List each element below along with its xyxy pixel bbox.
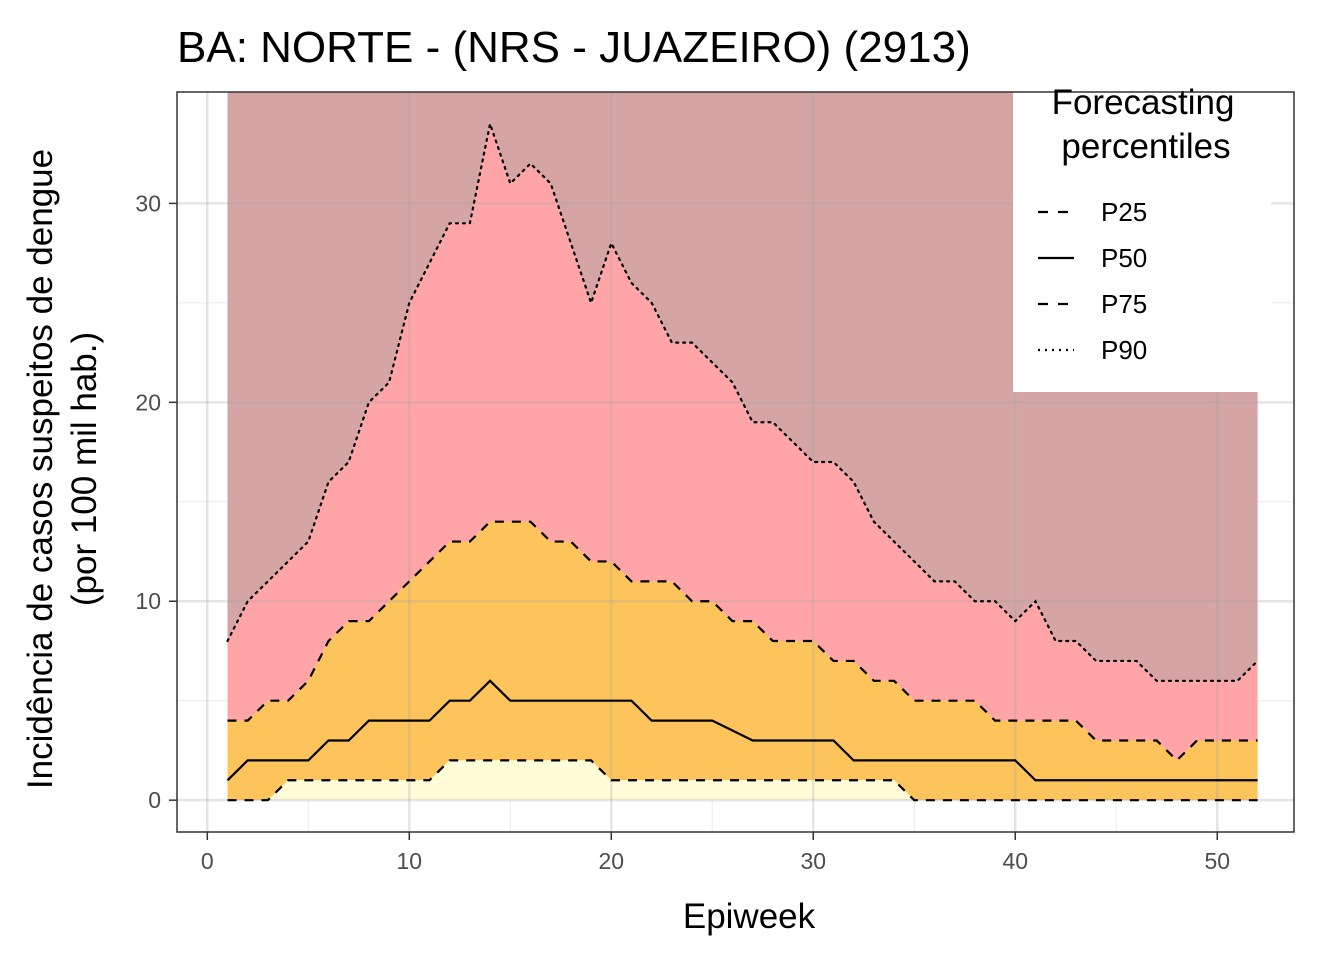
legend-label-p75: P75 [1101, 289, 1147, 319]
forecast-bands [227, 92, 1258, 801]
legend-label-p25: P25 [1101, 197, 1147, 227]
x-tick-label: 10 [396, 848, 422, 874]
x-tick-label: 0 [201, 848, 214, 874]
series-line-p25 [227, 759, 1258, 802]
legend: Forecasting percentiles P25 P50 P75 P90 [1038, 83, 1234, 365]
percentile-lines [226, 119, 1259, 802]
legend-box [1013, 78, 1271, 392]
y-tick-label: 20 [135, 389, 161, 415]
legend-title-line1: Forecasting [1052, 83, 1235, 122]
x-axis: 0 10 20 30 40 50 [201, 832, 1230, 874]
legend-label-p50: P50 [1101, 243, 1147, 273]
legend-label-p90: P90 [1101, 335, 1147, 365]
x-tick-label: 30 [800, 848, 826, 874]
y-axis-title-line2: (por 100 mil hab.) [65, 332, 104, 606]
x-tick-label: 20 [598, 848, 624, 874]
series-line-p50 [226, 679, 1258, 782]
plot-border [176, 91, 1295, 833]
series-line-p90 [226, 119, 1259, 682]
x-tick-label: 50 [1204, 848, 1230, 874]
y-tick-label: 30 [135, 190, 161, 216]
band-above-p90 [227, 92, 1258, 681]
y-tick-label: 10 [135, 588, 161, 614]
band-p25-p75 [227, 521, 1258, 801]
x-tick-label: 40 [1002, 848, 1028, 874]
chart-title: BA: NORTE - (NRS - JUAZEIRO) (2913) [177, 23, 971, 72]
band-below-p25 [227, 760, 1258, 801]
y-axis-title-line1: Incidência de casos suspeitos de dengue [21, 149, 60, 789]
y-tick-label: 0 [148, 787, 161, 813]
x-axis-title: Epiweek [683, 897, 816, 936]
band-p75-p90 [227, 123, 1258, 761]
legend-title-line2: percentiles [1061, 127, 1230, 166]
y-axis: 0 10 20 30 [135, 190, 177, 813]
